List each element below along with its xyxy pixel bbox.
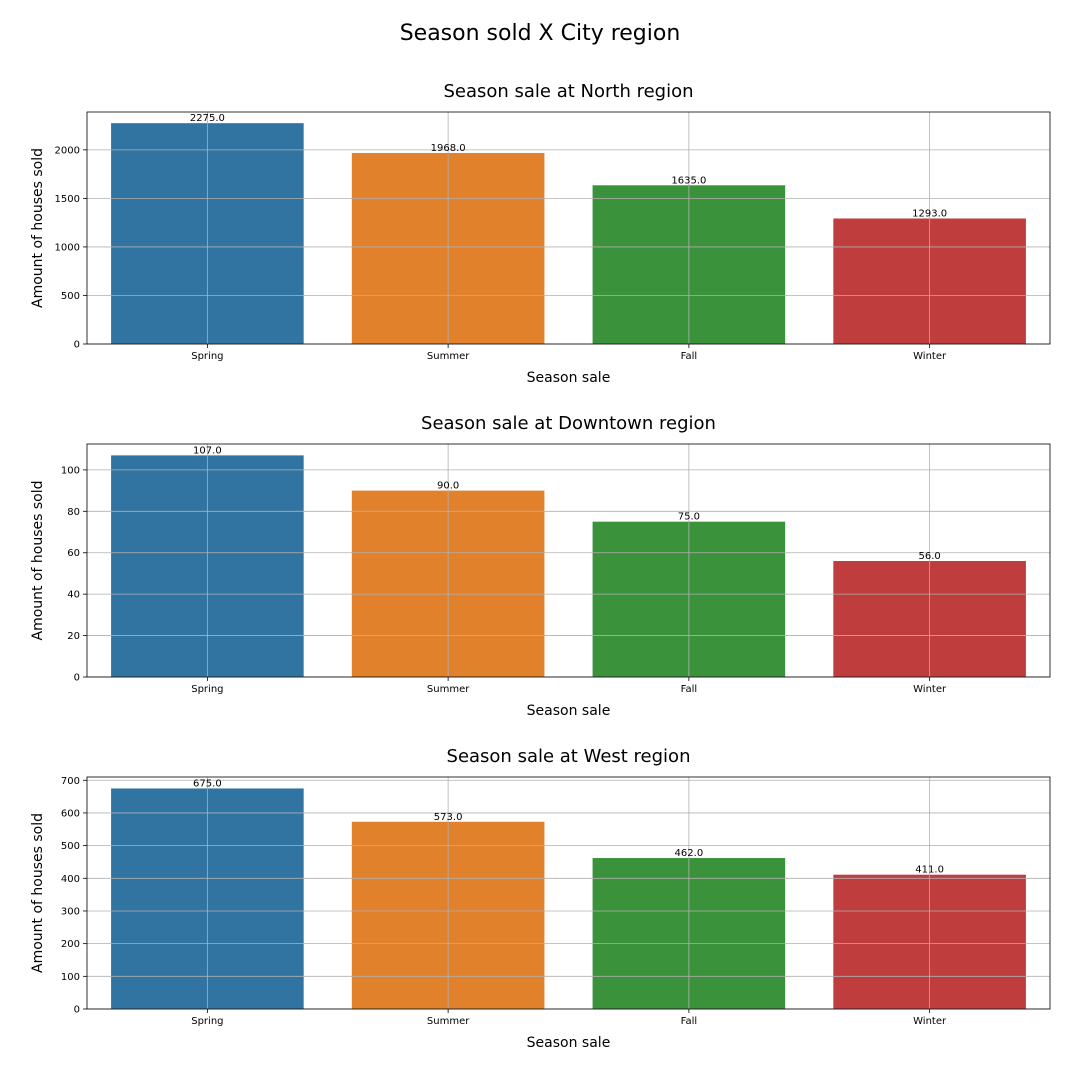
west-chart-xtick-label: Fall: [681, 1016, 698, 1027]
north-chart-ytick-label: 1000: [55, 242, 80, 253]
west-chart-ytick-label: 200: [61, 939, 80, 950]
north-chart-frame: [86, 111, 1051, 345]
downtown-chart-ytick-label: 40: [67, 590, 80, 601]
west-chart-xtick-label: Winter: [913, 1016, 947, 1027]
downtown-chart-ytick-label: 80: [67, 507, 80, 518]
west-chart-ytick-label: 100: [61, 972, 80, 983]
west-chart: 0 100 200 300 400 500 600 700 Spring Summer Fall Wi…: [30, 746, 1051, 1051]
downtown-chart-data-label: 75.0: [678, 512, 700, 523]
west-chart-data-label: 573.0: [434, 812, 463, 823]
west-chart-ytick-label: 500: [61, 841, 80, 852]
downtown-chart-data-label: 107.0: [193, 445, 222, 456]
west-chart-ytick-label: 300: [61, 906, 80, 917]
north-chart-xtick-label: Winter: [913, 351, 947, 362]
north-chart-ytick-label: 0: [74, 340, 80, 351]
downtown-chart-ytick-label: 100: [61, 465, 80, 476]
west-chart-ytick-label: 400: [61, 874, 80, 885]
downtown-chart-xtick-label: Fall: [681, 684, 698, 695]
north-chart-xtick-label: Fall: [681, 351, 698, 362]
north-chart-xtick-label: Spring: [191, 351, 223, 362]
west-chart-xlabel: Season sale: [527, 1035, 611, 1051]
west-chart-ytick-label: 600: [61, 808, 80, 819]
downtown-chart-title: Season sale at Downtown region: [421, 413, 716, 434]
downtown-chart-ytick-label: 60: [67, 548, 80, 559]
west-chart-ytick-label: 700: [61, 776, 80, 787]
downtown-chart: 0 20 40 60 80 100 Spring Summer Fall Winter 107.0 9…: [30, 413, 1051, 719]
downtown-chart-xtick-label: Summer: [427, 684, 470, 695]
downtown-chart-ylabel: Amount of houses sold: [30, 480, 46, 640]
north-chart-data-label: 2275.0: [190, 113, 225, 124]
west-chart-data-label: 675.0: [193, 778, 222, 789]
west-chart-data-label: 462.0: [675, 848, 704, 859]
north-chart-ytick-label: 1500: [55, 194, 80, 205]
west-chart-ytick-label: 0: [74, 1005, 80, 1016]
west-chart-ylabel: Amount of houses sold: [30, 813, 46, 973]
downtown-chart-ytick-label: 0: [74, 673, 80, 684]
west-chart-title: Season sale at West region: [447, 746, 691, 767]
downtown-chart-xtick-label: Spring: [191, 684, 223, 695]
north-chart: 0 500 1000 1500 2000 Spring Summer Fall Winter 22…: [30, 81, 1051, 386]
north-chart-data-label: 1293.0: [912, 208, 947, 219]
downtown-chart-xlabel: Season sale: [527, 703, 611, 719]
downtown-chart-xtick-label: Winter: [913, 684, 947, 695]
downtown-chart-ytick-label: 20: [67, 631, 80, 642]
west-chart-data-label: 411.0: [915, 865, 944, 876]
west-chart-xtick-label: Summer: [427, 1016, 470, 1027]
north-chart-title: Season sale at North region: [443, 81, 693, 102]
figure-title: Season sold X City region: [400, 21, 681, 46]
downtown-chart-frame: [86, 443, 1051, 678]
north-chart-ytick-label: 500: [61, 291, 80, 302]
north-chart-ytick-label: 2000: [55, 145, 80, 156]
north-chart-ylabel: Amount of houses sold: [30, 148, 46, 308]
west-chart-frame: [86, 776, 1051, 1010]
downtown-chart-data-label: 56.0: [918, 551, 940, 562]
downtown-chart-data-label: 90.0: [437, 481, 459, 492]
north-chart-data-label: 1968.0: [431, 143, 466, 154]
north-chart-data-label: 1635.0: [671, 175, 706, 186]
west-chart-xtick-label: Spring: [191, 1016, 223, 1027]
north-chart-xtick-label: Summer: [427, 351, 470, 362]
north-chart-xlabel: Season sale: [527, 370, 611, 386]
